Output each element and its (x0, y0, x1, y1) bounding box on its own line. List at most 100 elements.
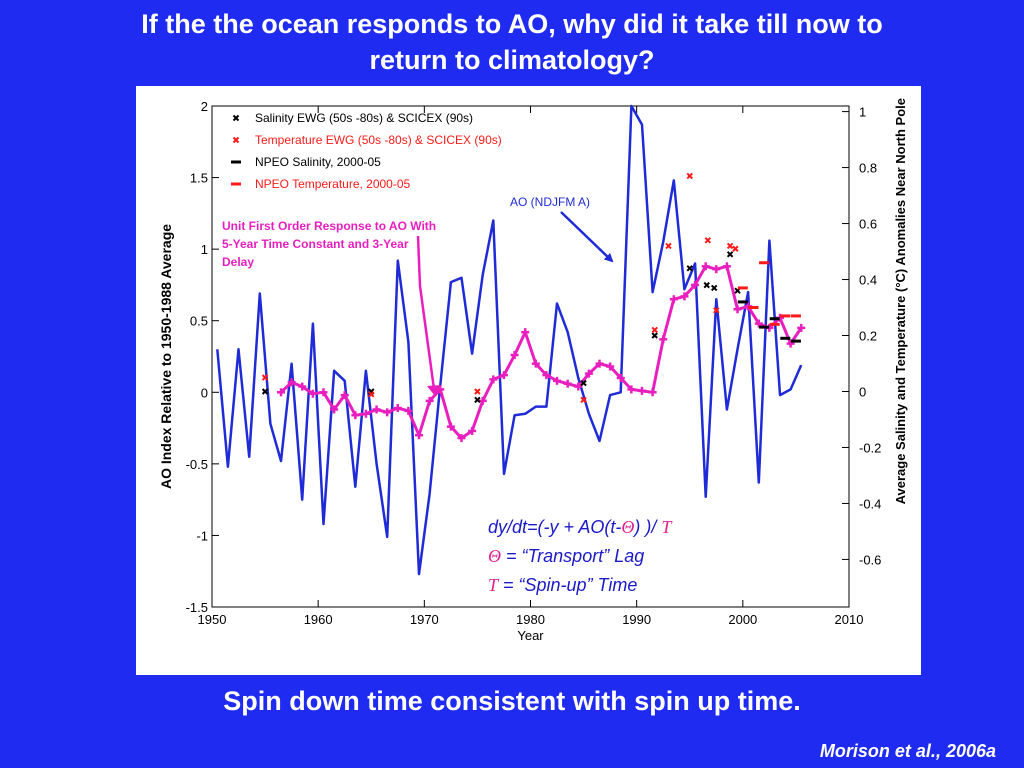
series-5 (737, 261, 801, 326)
y-tick-label: -1 (196, 528, 208, 543)
response-point (616, 373, 625, 382)
series-3 (261, 172, 739, 404)
legend-x-icon-stroke-b (232, 136, 240, 144)
response-point (701, 262, 710, 271)
salinity-point (580, 379, 587, 387)
legend-label: NPEO Temperature, 2000-05 (255, 177, 411, 191)
legend: Salinity EWG (50s -80s) & SCICEX (90s) Te… (231, 111, 502, 191)
temperature-point (651, 326, 658, 334)
response-point (669, 295, 678, 304)
ao-annotation-label: AO (NDJFM A) (510, 195, 590, 209)
temperature-point (686, 172, 693, 180)
response-point (393, 404, 402, 413)
response-arrowhead (427, 385, 441, 396)
legend-x-icon-stroke-b (232, 114, 240, 122)
response-point (330, 405, 339, 414)
legend-entry: Salinity EWG (50s -80s) & SCICEX (90s) (232, 111, 473, 125)
salinity-point-stroke-b (703, 281, 710, 289)
temperature-point-stroke-b (474, 388, 481, 395)
equation-part: Θ (488, 546, 501, 566)
response-annotation-line: Unit First Order Response to AO With (222, 219, 436, 233)
legend-label: Temperature EWG (50s -80s) & SCICEX (90s… (255, 133, 502, 147)
response-point (277, 388, 286, 397)
y-tick-label: 0 (201, 385, 208, 400)
response-point (584, 369, 593, 378)
y2-tick-label: -0.2 (859, 440, 881, 455)
temperature-point-stroke-b (686, 172, 693, 180)
temperature-point (713, 307, 720, 314)
response-point (468, 426, 477, 435)
equation-part: T (661, 517, 673, 537)
y2-tick-label: -0.4 (859, 496, 881, 511)
legend-x-icon (232, 136, 240, 144)
response-point (531, 359, 540, 368)
salinity-point (651, 332, 658, 339)
temperature-point-stroke-b (713, 307, 720, 314)
legend-label: Salinity EWG (50s -80s) & SCICEX (90s) (255, 111, 473, 125)
y-tick-label: -0.5 (186, 457, 208, 472)
salinity-point (726, 251, 734, 258)
salinity-point-stroke-b (580, 379, 587, 387)
response-point (415, 431, 424, 440)
slide-title-line1: If the the ocean responds to AO, why did… (141, 9, 883, 39)
response-point (797, 323, 806, 332)
temperature-point-stroke-b (368, 391, 375, 398)
ao-line (216, 104, 803, 576)
equation-part: dy/dt=(-y + AO(t- (488, 517, 621, 537)
x-axis-label: Year (517, 628, 544, 643)
response-point (595, 359, 604, 368)
legend-entry: NPEO Temperature, 2000-05 (231, 177, 411, 191)
salinity-point (703, 281, 710, 289)
response-point (648, 388, 657, 397)
footer-note: Spin down time consistent with spin up t… (223, 686, 801, 716)
response-point (542, 371, 551, 380)
response-point (287, 378, 296, 387)
response-point (478, 396, 487, 405)
x-tick-label: 1960 (304, 612, 333, 627)
chart-panel: 1950 1960 1970 1980 1990 2000 2010 2 1.5 1 0.5 0 -0.… (136, 86, 921, 675)
response-point (510, 351, 519, 360)
axes-group: 1950 1960 1970 1980 1990 2000 2010 2 1.5 1 0.5 0 -0.… (158, 98, 908, 643)
temperature-point (474, 388, 481, 395)
response-point (627, 385, 636, 394)
y2-tick-label: 0.6 (859, 217, 877, 232)
y-tick-label: 0.5 (190, 314, 208, 329)
equation-part: Θ (621, 517, 634, 537)
x-tick-label: 2000 (728, 612, 757, 627)
x-tick-label: 1970 (410, 612, 439, 627)
y-tick-label: 1.5 (190, 171, 208, 186)
response-point (340, 391, 349, 400)
response-point (786, 339, 795, 348)
response-point (361, 409, 370, 418)
ao-arrow (560, 211, 614, 263)
response-annotation-line: 5-Year Time Constant and 3-Year (222, 237, 409, 251)
salinity-point-stroke-b (686, 265, 693, 272)
slide-title-line2: return to climatology? (369, 45, 655, 75)
temperature-point-stroke-b (726, 242, 734, 250)
response-point (372, 405, 381, 414)
response-point (754, 319, 763, 328)
response-point (553, 376, 562, 385)
response-point (521, 328, 530, 337)
chart-svg: 1950 1960 1970 1980 1990 2000 2010 2 1.5 1 0.5 0 -0.… (158, 98, 908, 643)
y2-tick-label: 0.4 (859, 273, 877, 288)
response-point (404, 406, 413, 415)
response-point (680, 292, 689, 301)
salinity-point (474, 396, 481, 404)
equation-part: ) )/ (632, 517, 661, 537)
response-point (606, 362, 615, 371)
annotations: AO (NDJFM A) Unit First Order Response to… (222, 195, 673, 595)
response-point (574, 382, 583, 391)
response-point (637, 386, 646, 395)
response-point (383, 408, 392, 417)
equation-line: dy/dt=(-y + AO(t-Θ) )/ T (488, 517, 673, 537)
temperature-point (580, 396, 587, 404)
response-point (712, 265, 721, 274)
y-tick-label: 2 (201, 99, 208, 114)
response-point (499, 371, 508, 380)
y-axis-label: AO Index Relative to 1950-1988 Average (158, 224, 174, 489)
x-tick-label: 1990 (622, 612, 651, 627)
salinity-point-stroke-b (474, 396, 481, 404)
response-point (722, 262, 731, 271)
response-point (298, 382, 307, 391)
